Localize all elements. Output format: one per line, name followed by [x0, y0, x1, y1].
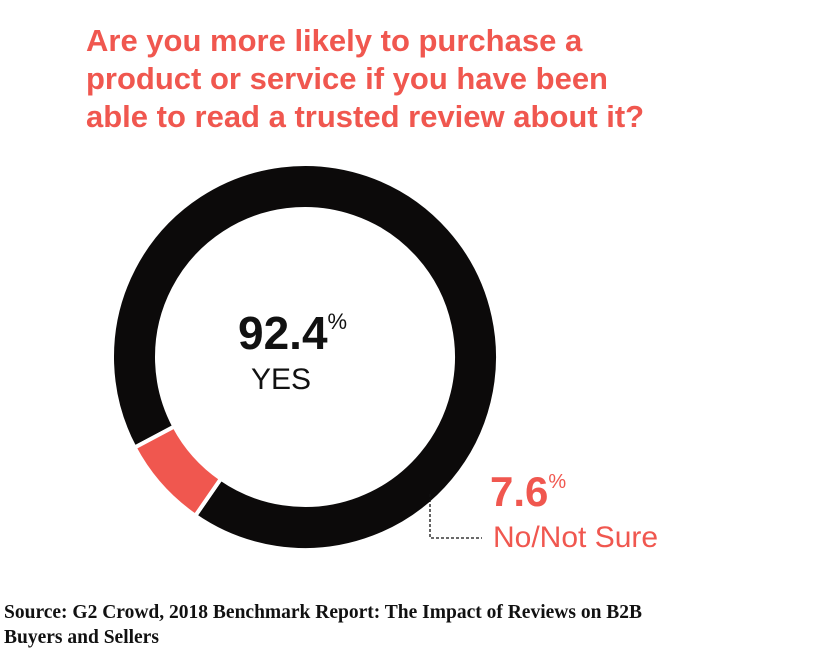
title-line-3: able to read a trusted review about it? [86, 99, 645, 134]
yes-value-unit: % [327, 309, 348, 334]
yes-value: 92.4% [238, 306, 347, 360]
chart-title: Are you more likely to purchase a produc… [86, 22, 746, 136]
donut-slices [110, 162, 500, 552]
no-not-sure-value-number: 7.6 [490, 468, 549, 515]
source-line-2: Buyers and Sellers [4, 627, 159, 648]
source-note: Source: G2 Crowd, 2018 Benchmark Report:… [4, 600, 814, 650]
donut-slice-no-not-sure [131, 423, 224, 519]
no-not-sure-value: 7.6% [490, 468, 566, 516]
yes-label: YES [251, 363, 312, 396]
yes-value-number: 92.4 [238, 307, 328, 359]
leader-line [429, 494, 482, 539]
title-line-1: Are you more likely to purchase a [86, 23, 583, 58]
no-not-sure-label: No/Not Sure [493, 521, 659, 554]
donut-slice-yes [110, 162, 500, 552]
title-line-2: product or service if you have been [86, 61, 608, 96]
source-line-1: Source: G2 Crowd, 2018 Benchmark Report:… [4, 602, 643, 623]
no-not-sure-value-unit: % [548, 471, 567, 493]
